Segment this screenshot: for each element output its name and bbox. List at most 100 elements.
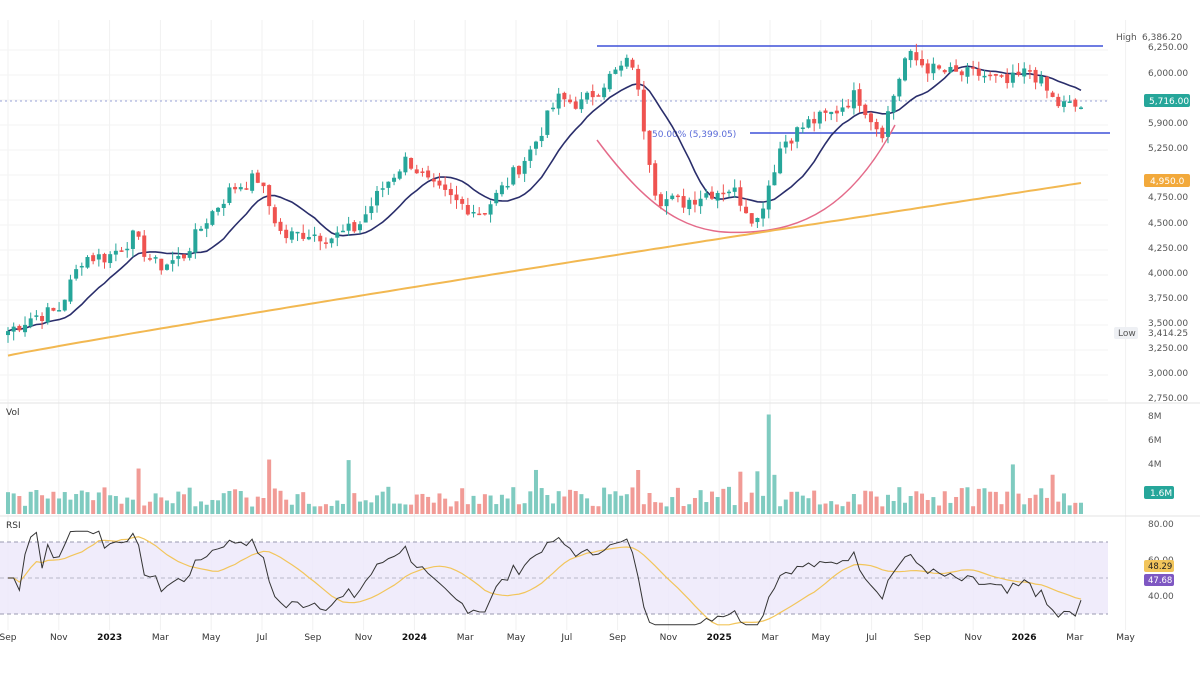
candle-body <box>846 105 851 108</box>
candle-body <box>221 203 226 209</box>
volume-bar <box>125 497 130 514</box>
volume-bar <box>999 504 1004 514</box>
volume-bar <box>1005 491 1010 514</box>
volume-bar <box>846 501 851 514</box>
candle-body <box>23 324 28 333</box>
candle-body <box>108 254 113 264</box>
candle-body <box>982 75 987 78</box>
volume-bar <box>585 498 590 514</box>
volume-bar <box>79 490 84 514</box>
volume-bar <box>687 504 692 514</box>
candle-body <box>289 231 294 240</box>
volume-bar <box>363 500 368 514</box>
candle-body <box>738 187 743 206</box>
candle-body <box>937 65 942 69</box>
time-label: May <box>507 633 526 643</box>
candle-body <box>709 191 714 199</box>
price-tick: 6,000.00 <box>1148 69 1188 79</box>
volume-bar <box>51 491 56 514</box>
candle-body <box>868 113 873 123</box>
volume-bar <box>284 499 289 514</box>
volume-bar <box>176 491 181 514</box>
time-label: Jul <box>256 633 268 643</box>
candle-body <box>278 221 283 231</box>
candle-body <box>267 185 272 207</box>
candle-body <box>715 192 720 201</box>
time-label: Jul <box>560 633 572 643</box>
candle-body <box>590 91 595 98</box>
candle-body <box>369 206 374 214</box>
price-tick: 3,750.00 <box>1148 294 1188 304</box>
candle-body <box>857 89 862 106</box>
volume-bar <box>596 506 601 514</box>
time-label: Nov <box>964 633 982 643</box>
candle-body <box>153 257 158 259</box>
volume-bar <box>306 503 311 514</box>
volume-bar <box>482 494 487 514</box>
candle-body <box>885 111 890 137</box>
rsi-tick: 40.00 <box>1148 592 1174 602</box>
low-value: 3,414.25 <box>1148 329 1188 339</box>
volume-bar <box>761 495 766 514</box>
candle-body <box>783 141 788 148</box>
candle-body <box>891 95 896 113</box>
candle-body <box>409 157 414 169</box>
volume-bar <box>1033 494 1038 514</box>
price-tick: 3,250.00 <box>1148 344 1188 354</box>
volume-bar <box>709 491 714 514</box>
candle-body <box>403 156 408 173</box>
volume-bar <box>772 474 777 514</box>
candle-body <box>6 331 10 336</box>
candle-body <box>1044 77 1049 91</box>
volume-bar <box>522 503 527 514</box>
candle-body <box>312 234 317 237</box>
volume-bar <box>210 499 215 514</box>
volume-bar <box>278 490 283 514</box>
volume-bar <box>636 469 641 514</box>
volume-bar <box>460 488 465 514</box>
price-tick: 5,250.00 <box>1148 144 1188 154</box>
volume-bar <box>903 502 908 514</box>
candle-body <box>323 242 328 244</box>
volume-bar <box>1022 504 1027 514</box>
candle-body <box>62 299 67 311</box>
candle-body <box>772 172 777 186</box>
candle-body <box>176 255 181 259</box>
volume-bar <box>647 493 652 514</box>
candle-body <box>539 135 544 142</box>
candle-body <box>57 310 62 312</box>
volume-last-value: 1.6M <box>1150 489 1172 499</box>
volume-bar <box>971 506 976 514</box>
price-tick: 2,750.00 <box>1148 394 1188 404</box>
volume-bar <box>375 495 380 514</box>
candle-body <box>971 67 976 69</box>
volume-bar <box>954 496 959 514</box>
volume-bar <box>477 503 482 514</box>
volume-bar <box>386 486 391 514</box>
volume-bar <box>199 501 204 514</box>
candle-body <box>1061 101 1066 107</box>
volume-bar <box>505 498 510 514</box>
candle-body <box>448 189 453 196</box>
volume-bar <box>488 495 493 514</box>
volume-bar <box>959 488 964 514</box>
volume-bar <box>516 504 521 514</box>
candle-body <box>125 248 130 251</box>
candle-body <box>698 198 703 207</box>
volume-bar <box>670 497 675 514</box>
volume-axis: Vol 8M 6M 4M 1.6M <box>6 408 1174 499</box>
volume-bar <box>448 506 453 514</box>
volume-bar <box>142 505 147 514</box>
candle-body <box>170 260 175 264</box>
volume-bar <box>568 489 573 514</box>
candle-body <box>272 207 277 224</box>
volume-bar <box>783 499 788 514</box>
volume-bar <box>1016 493 1021 514</box>
candle-body <box>11 326 16 332</box>
volume-bar <box>817 504 822 514</box>
volume-bar <box>164 500 169 514</box>
volume-bar <box>1073 502 1078 514</box>
time-label: May <box>202 633 221 643</box>
volume-bar <box>868 491 873 514</box>
